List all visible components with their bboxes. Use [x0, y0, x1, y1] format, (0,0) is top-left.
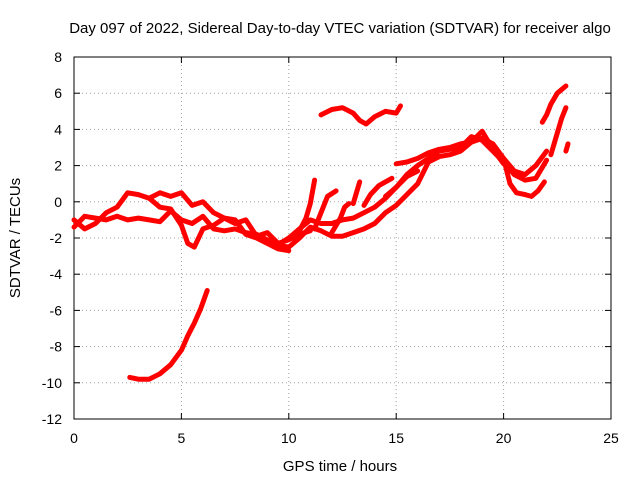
y-tick-label: -8: [50, 339, 63, 355]
series-branch-6: [350, 179, 363, 207]
series-upper-arc: [318, 103, 403, 127]
y-tick-label: -6: [50, 302, 63, 318]
series-branch-5: [383, 168, 421, 199]
y-tick-label: 8: [54, 49, 62, 65]
y-axis: 8 6 4 2 0 -2 -4 -6 -8 -10 -12: [42, 49, 611, 427]
y-tick-label: -2: [50, 230, 63, 246]
series-branch-3: [329, 201, 352, 236]
series-track-f: [393, 135, 550, 178]
x-tick-label: 25: [603, 430, 619, 446]
x-tick-label: 15: [388, 430, 404, 446]
series-dip-east: [522, 179, 547, 199]
series-rise-late: [539, 83, 569, 125]
chart-title: Day 097 of 2022, Sidereal Day-to-day VTE…: [69, 20, 611, 37]
x-tick-label: 20: [496, 430, 512, 446]
series-low-rise: [127, 288, 210, 382]
series-branch-1: [297, 177, 318, 234]
y-tick-label: 6: [54, 85, 62, 101]
y-axis-label: SDTVAR / TECUs: [7, 178, 24, 298]
y-tick-label: 0: [54, 194, 62, 210]
y-tick-label: -12: [42, 411, 62, 427]
series-branch-2: [312, 188, 339, 232]
x-tick-label: 5: [178, 430, 186, 446]
x-tick-label: 0: [70, 430, 78, 446]
x-axis: 0 5 10 15 20 25: [70, 57, 619, 446]
x-tick-label: 10: [281, 430, 297, 446]
y-tick-label: 4: [54, 121, 62, 137]
series-track-a: [71, 190, 292, 254]
series-dip-west: [501, 155, 528, 198]
series-tail-end: [563, 141, 571, 154]
x-axis-label: GPS time / hours: [283, 458, 397, 475]
series-rise-late-2: [548, 105, 569, 158]
y-tick-label: -4: [50, 266, 63, 282]
y-tick-label: 2: [54, 158, 62, 174]
data-series: [71, 83, 571, 382]
y-tick-label: -10: [42, 375, 62, 391]
series-branch-4: [361, 175, 395, 208]
